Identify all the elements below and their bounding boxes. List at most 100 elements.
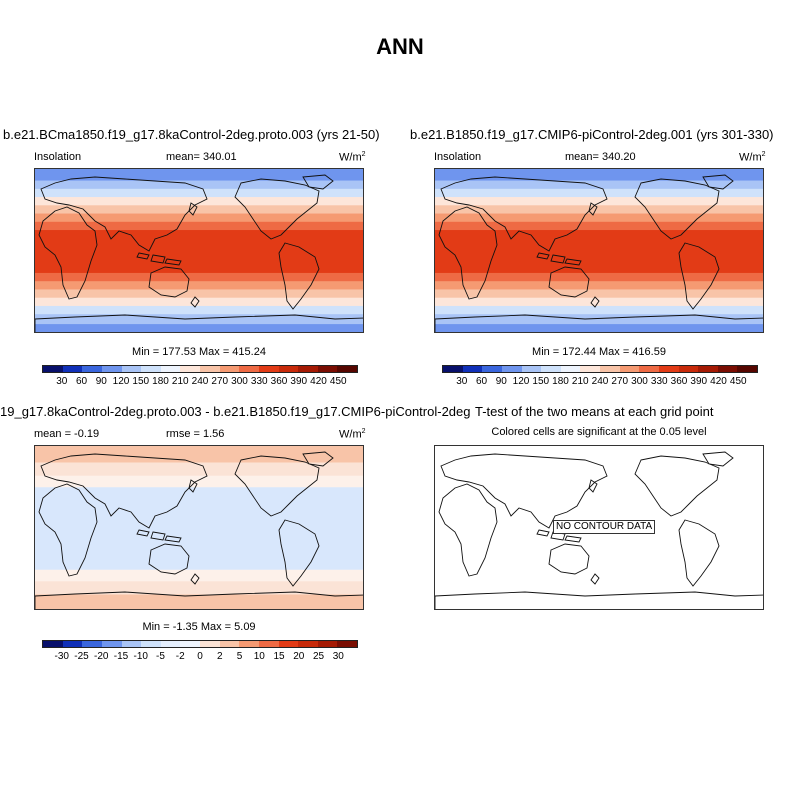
contour-band [35,446,363,463]
colorbar-tick-label: 25 [312,651,325,662]
colorbar-swatch [239,641,259,647]
colorbar-tick-label: 60 [75,376,88,387]
contour-band [435,180,763,190]
coastline [35,591,363,609]
colorbar-tick-label: 180 [152,376,169,387]
colorbar-tick-label: 120 [512,376,530,387]
coastline [136,529,150,537]
colorbar-swatch [560,366,581,372]
coastline [136,252,150,260]
colorbar-swatch [298,366,318,372]
contour-band [35,305,363,315]
colorbar-swatch [462,366,483,372]
colorbar-swatch [717,366,738,372]
contour-band [435,221,763,231]
colorbar-swatch [200,641,220,647]
coastline [234,178,320,240]
colorbar-swatch [160,641,181,647]
coastline [438,206,498,300]
colorbar-swatch [337,366,357,372]
map-canvas [35,446,363,609]
contour-band [35,180,363,190]
coastline [188,202,198,216]
colorbar-swatch [82,366,102,372]
colorbar-tick-label: 90 [495,376,507,387]
coastline [164,258,182,266]
colorbar-swatch [239,366,259,372]
colorbar-tick-label: 150 [532,376,550,387]
colorbar-swatch [180,641,200,647]
coastline [536,252,550,260]
colorbar-tick-label: 360 [270,376,288,387]
colorbar-swatch [43,366,63,372]
colorbar-tick-label: 5 [236,651,243,662]
colorbar-swatch [278,641,299,647]
colorbar-tick-label: -5 [156,651,165,662]
panel1-mean-label: mean= 340.01 [166,151,237,163]
contour-band [35,289,363,299]
colorbar-tick-label: 240 [191,376,209,387]
figure-title: ANN [376,34,424,59]
coastline [548,266,590,298]
colorbar-swatch [317,366,338,372]
contour-band [35,205,363,215]
contour-band [435,314,763,325]
coastline [190,573,200,585]
panel3-mean-label: mean = -0.19 [34,428,100,440]
panel3-map [34,445,364,610]
contour-band [35,197,363,206]
contour-band [435,272,763,282]
colorbar-swatch [278,366,299,372]
coastline [150,531,166,541]
colorbar-swatch [258,366,279,372]
contour-band [435,281,763,290]
colorbar-swatch [337,641,357,647]
colorbar-swatch [521,366,542,372]
contour-band [35,487,363,571]
colorbar-tick-label: 420 [310,376,327,387]
colorbar-swatch [678,366,699,372]
contour-band [435,305,763,315]
colorbar-tick-label: 330 [650,376,668,387]
colorbar-swatch [101,641,122,647]
colorbar-swatch [258,641,279,647]
coastline [678,242,720,310]
coastline [590,296,600,308]
contour-band [35,297,363,307]
panel2-colorbar [442,365,758,373]
colorbar-swatch [141,641,161,647]
contour-band [35,314,363,325]
coastline [40,453,208,529]
contour-band [35,462,363,477]
colorbar-swatch [219,366,240,372]
map-canvas [435,451,763,609]
colorbar-swatch [600,366,620,372]
colorbar-tick-label: 300 [631,376,648,387]
panel2-mean-label: mean= 340.20 [565,151,636,163]
colorbar-tick-label: 0 [197,651,203,662]
coastline [148,543,190,575]
colorbar-tick-label: 450 [729,376,747,387]
colorbar-tick-label: -20 [94,651,109,662]
colorbar-tick-label: 20 [293,651,305,662]
contour-band [35,581,363,595]
panel1-colorbar [42,365,358,373]
colorbar-tick-label: 360 [670,376,688,387]
panel2-left-label: Insolation [434,151,482,163]
coastline [548,543,590,575]
colorbar-swatch [180,366,200,372]
panel2-units: W/m2 [739,151,766,164]
coastline [438,483,498,577]
colorbar-tick-label: -25 [74,651,89,662]
coastline [38,206,98,300]
panel2-map [434,168,764,333]
coastline [190,296,200,308]
colorbar-swatch [482,366,502,372]
colorbar-swatch [62,641,83,647]
coastline [234,455,320,517]
coastline [590,573,600,585]
colorbar-tick-label: 180 [552,376,569,387]
contour-band [435,188,763,198]
coastline [278,242,320,310]
colorbar-tick-label: 30 [332,651,344,662]
